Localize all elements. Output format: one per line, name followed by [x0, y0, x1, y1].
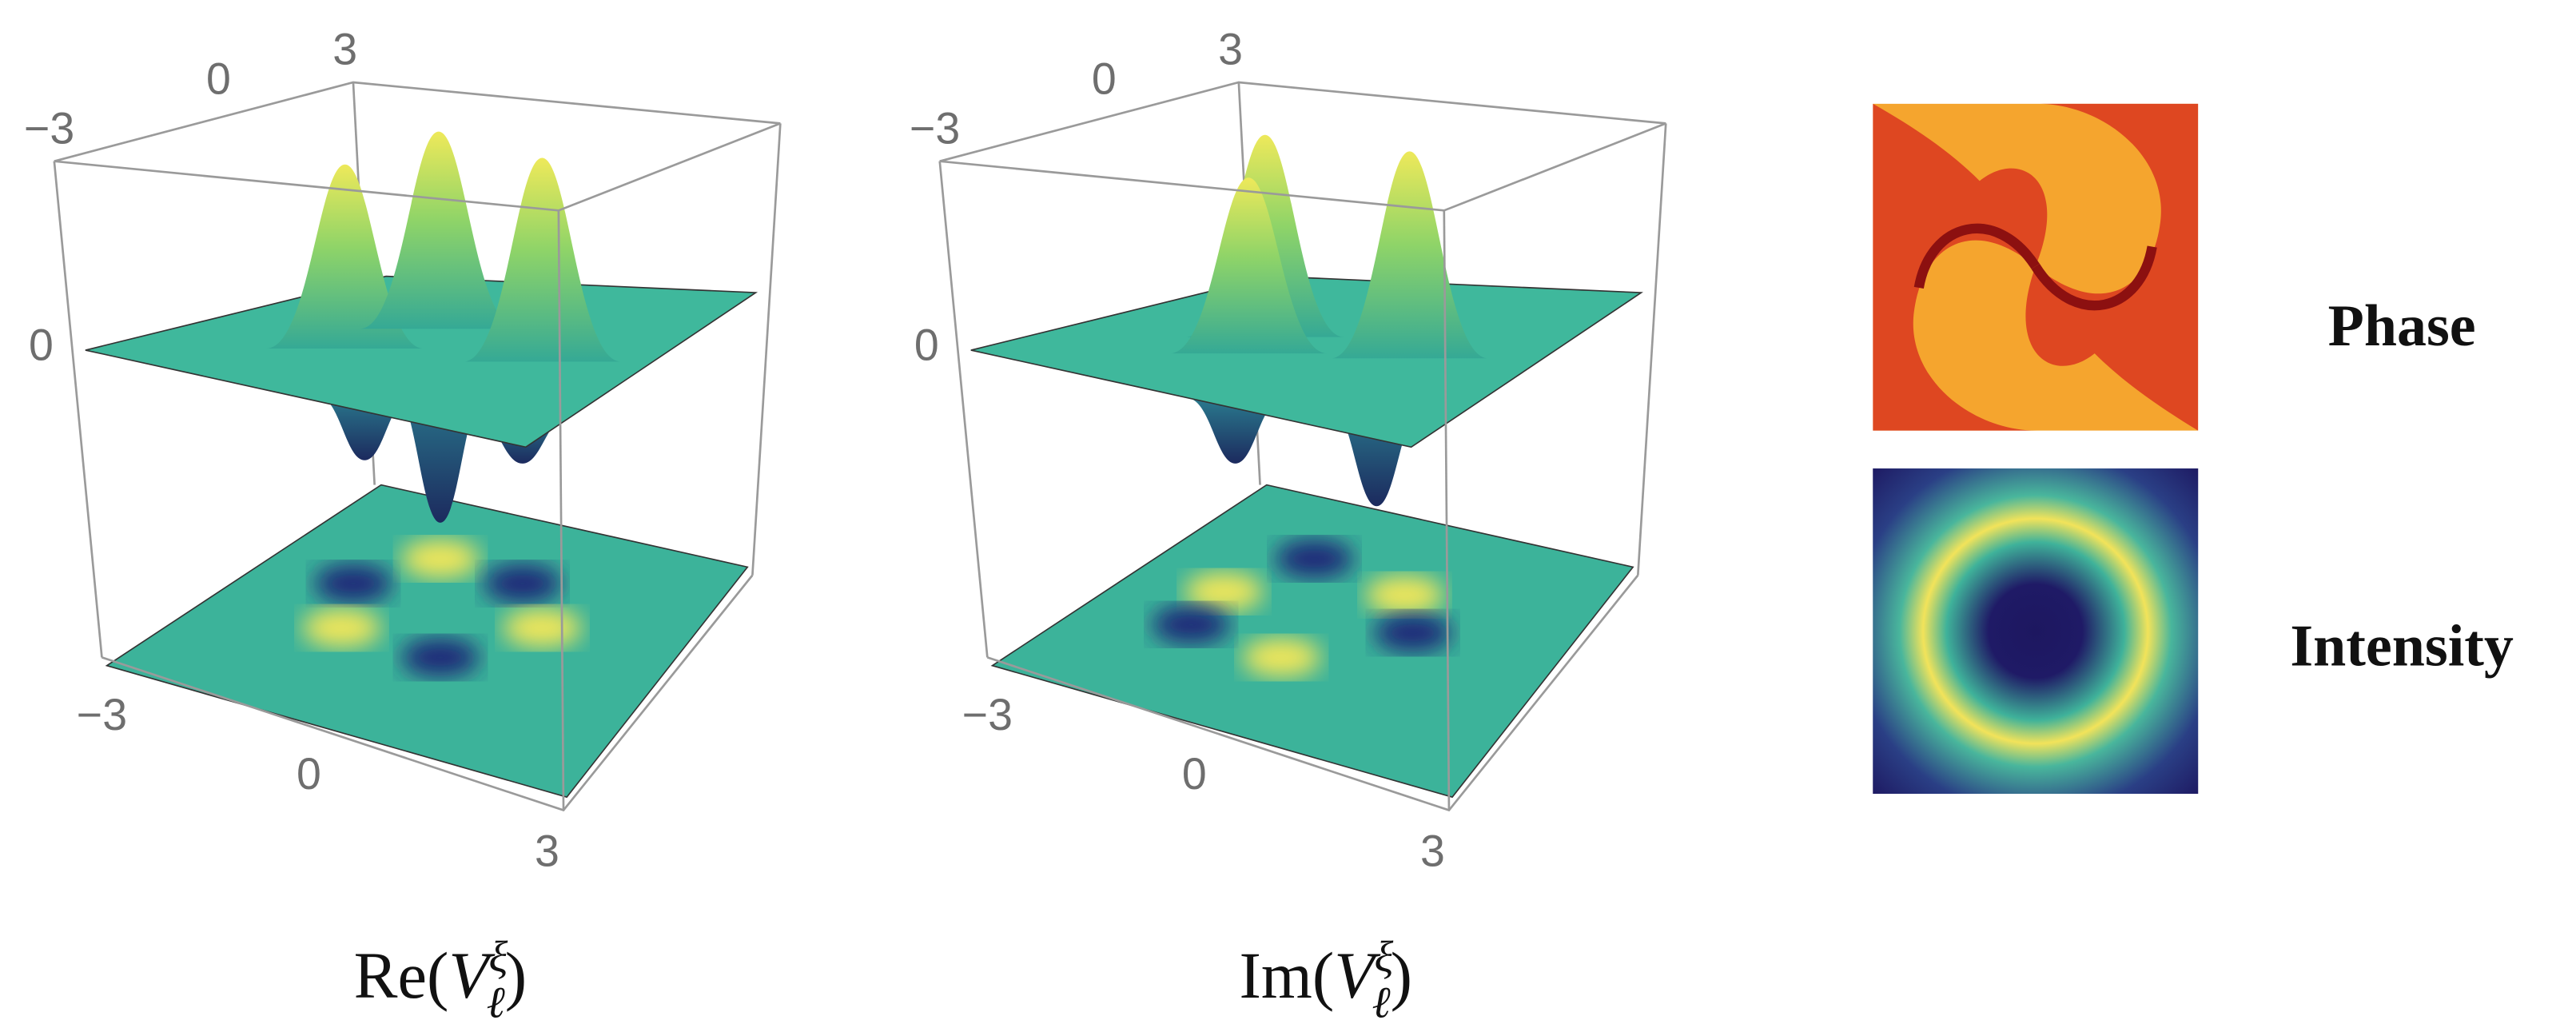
box-edge [751, 123, 782, 576]
projection-blob [313, 564, 393, 604]
projection-blob [483, 564, 562, 604]
tick-label: 3 [535, 827, 559, 876]
caption-part: ℓ [1372, 979, 1391, 1024]
caption-part: Im( [1240, 939, 1335, 1012]
phase-image [1873, 103, 2199, 431]
box-edge [1636, 123, 1667, 576]
surface-plot: −3 0 3 0 −3 0 3 Re(Vξ ℓ) [24, 25, 782, 1024]
peak [1169, 177, 1328, 354]
surface-plot: −3 0 3 0 −3 0 3 Im(Vξ ℓ) [910, 25, 1667, 1024]
intensity-image [1873, 468, 2199, 795]
projection-blob [1184, 572, 1264, 612]
box-edge [939, 81, 1666, 162]
box-edge [938, 161, 989, 658]
box-edge [53, 161, 103, 658]
projection-blob [1241, 637, 1321, 678]
box-edge [102, 574, 754, 812]
box-edge [986, 574, 1639, 812]
tick-label: 0 [297, 749, 321, 799]
box-edge [1443, 210, 1451, 811]
peak [463, 157, 621, 362]
caption-part: V [448, 939, 496, 1012]
projection-blob [1275, 539, 1354, 579]
caption-part: ξ [1374, 933, 1393, 982]
tick-label: 0 [206, 54, 231, 104]
tick-label: 0 [29, 321, 54, 370]
tick-label: 3 [1218, 25, 1243, 74]
projection [1151, 539, 1453, 678]
tick-label: −3 [962, 690, 1013, 739]
panel-label: Phase [2328, 293, 2476, 359]
caption-part: ) [505, 939, 527, 1012]
caption-part: ) [1391, 939, 1412, 1012]
projection-blob [502, 608, 582, 648]
caption: Im(Vξ ℓ) [1240, 933, 1412, 1024]
caption: Re(Vξ ℓ) [354, 933, 527, 1024]
caption-part: V [1334, 939, 1381, 1012]
peak [265, 164, 424, 349]
projection-blob [1365, 575, 1444, 615]
tick-label: 0 [1092, 54, 1117, 104]
caption-part: ξ [489, 933, 508, 982]
box-edge [939, 122, 1666, 212]
caption-part: Re( [354, 939, 449, 1012]
zero-plane [970, 275, 1643, 448]
projection-blob [400, 539, 480, 579]
box-edge [54, 122, 781, 212]
projection-blob [302, 608, 381, 648]
projection-blob [1151, 604, 1231, 644]
box-edge [557, 210, 565, 811]
caption-part: ℓ [487, 979, 505, 1024]
projection-blob [1373, 612, 1453, 653]
tick-label: −3 [910, 103, 960, 153]
tick-label: 3 [1420, 827, 1445, 876]
box-edge [54, 81, 781, 162]
panel-label: Intensity [2290, 614, 2514, 679]
tick-label: −3 [24, 103, 74, 153]
tick-label: 0 [1182, 749, 1207, 799]
tick-label: 0 [914, 321, 939, 370]
peak [1330, 151, 1489, 359]
tick-label: 3 [332, 25, 357, 74]
peak [360, 131, 518, 329]
projection-blob [400, 637, 480, 678]
bottom-plane [990, 484, 1634, 799]
tick-label: −3 [77, 690, 127, 739]
